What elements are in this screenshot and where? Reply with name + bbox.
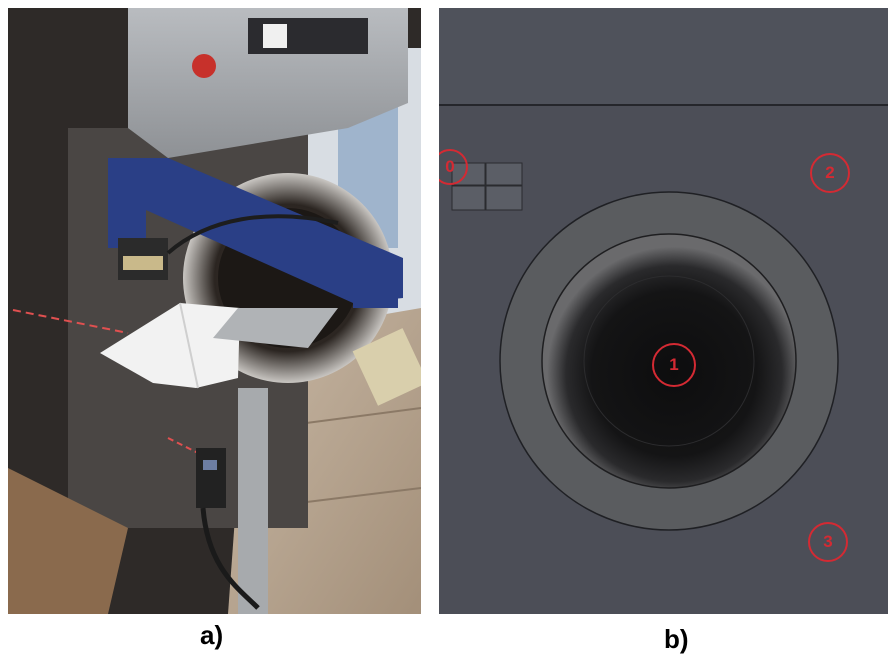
measurement-point-0-marker: 0 bbox=[439, 149, 468, 185]
photo-washing-machine-setup bbox=[8, 8, 421, 614]
measurement-point-3-marker: 3 bbox=[808, 522, 848, 562]
caption-panel-a: a) bbox=[200, 620, 224, 650]
caption-panel-b: b) bbox=[664, 624, 689, 654]
cad-illustration bbox=[439, 8, 888, 614]
photo-illustration bbox=[8, 8, 421, 614]
cad-model-view: 0 1 2 3 bbox=[439, 8, 888, 614]
measurement-point-2-marker: 2 bbox=[810, 153, 850, 193]
measurement-point-1-marker: 1 bbox=[652, 343, 696, 387]
